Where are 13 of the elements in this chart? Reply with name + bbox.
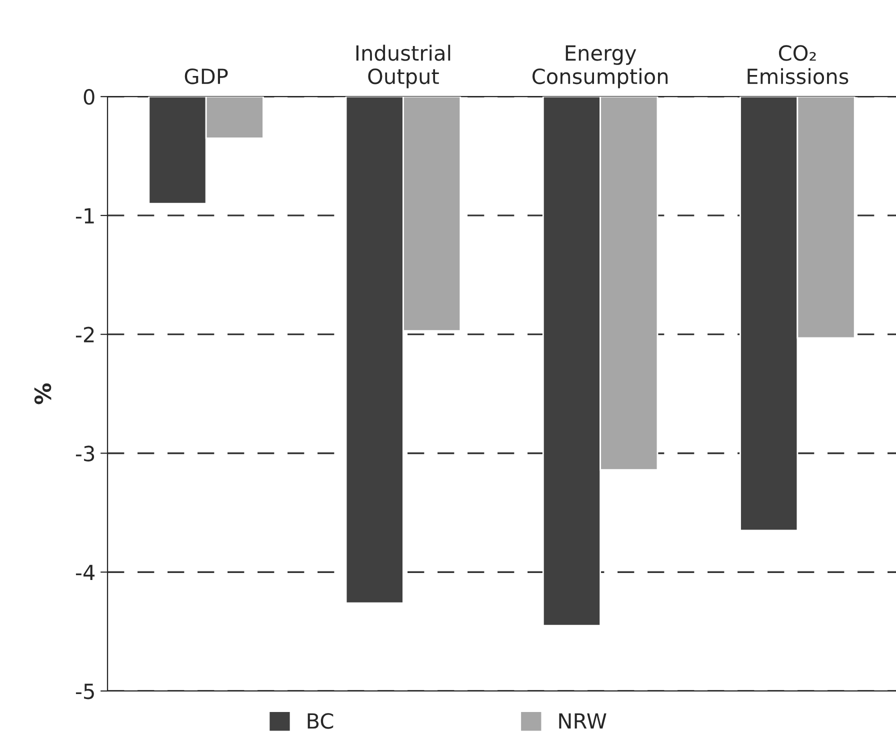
x-tick-label: CO₂ Emissions [748,45,848,84]
y-tick-label: -3 [76,446,94,462]
y-tick-label: 0 [84,89,94,105]
x-tick-label: Energy Consumption [532,45,668,88]
y-axis-title: % [34,383,52,404]
x-tick-label: GDP [184,68,228,84]
y-tick-label: -1 [76,208,94,224]
legend-label: NRW [559,713,606,729]
y-tick-label: -2 [76,326,94,342]
y-tick-label: -4 [76,564,95,580]
y-tick-label: -5 [76,684,94,700]
legend-label: BC [308,713,334,729]
x-tick-label: Industrial Output [356,44,450,88]
